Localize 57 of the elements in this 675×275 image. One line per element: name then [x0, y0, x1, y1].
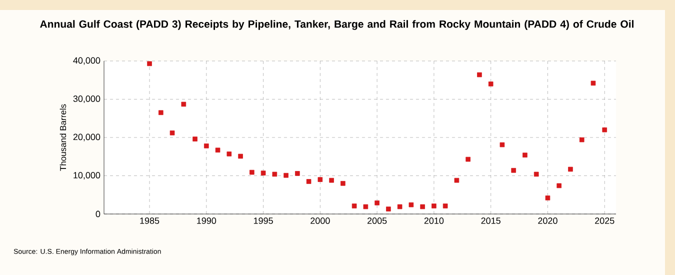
point: [192, 136, 198, 142]
point: [215, 148, 220, 153]
x-tick-label: 2015: [481, 218, 500, 224]
point: [545, 196, 550, 200]
point: [511, 168, 516, 173]
point: [477, 72, 482, 78]
point: [306, 179, 312, 184]
point: [340, 180, 346, 186]
point: [158, 110, 164, 116]
point: [374, 200, 380, 206]
x-tick-label: 1995: [254, 218, 273, 224]
point: [602, 127, 608, 132]
point: [147, 61, 152, 66]
point: [260, 170, 266, 176]
point: [500, 142, 505, 148]
x-tick-label: 2010: [424, 218, 444, 224]
point: [568, 166, 573, 172]
x-tick-label: 2005: [368, 218, 387, 224]
point: [272, 172, 278, 177]
y-axis-title: Thousand Barrels: [60, 104, 66, 171]
point: [590, 80, 596, 86]
point: [386, 206, 391, 212]
point: [250, 170, 254, 175]
point: [181, 102, 186, 107]
point: [363, 204, 368, 210]
y-tick-label: 30,000: [73, 96, 100, 103]
y-tick-label: 0: [96, 210, 100, 218]
point: [329, 178, 334, 183]
point: [534, 172, 539, 177]
y-tick-label: 10,000: [74, 172, 100, 180]
point: [466, 156, 470, 162]
point: [408, 202, 414, 208]
point: [352, 204, 357, 208]
point: [522, 152, 528, 158]
point: [226, 152, 232, 156]
point: [556, 183, 562, 188]
point: [488, 82, 494, 86]
point: [579, 137, 584, 142]
point: [295, 171, 300, 176]
y-tick-label: 20,000: [73, 134, 100, 142]
point: [318, 177, 323, 182]
point: [238, 154, 243, 159]
point: [442, 204, 448, 208]
point: [204, 144, 209, 148]
chart-title: Annual Gulf Coast (PADD 3) Receipts by Pipeline, Tanker, Barge and Rail from Rocky Mountain (PADD 4) of Crude Oil: [40, 20, 634, 30]
x-tick-label: 2000: [310, 218, 330, 224]
point: [454, 178, 460, 183]
x-tick-label: 1990: [197, 218, 216, 224]
point: [170, 130, 175, 136]
point: [284, 172, 288, 178]
point: [432, 204, 436, 208]
x-tick-label: 1985: [140, 218, 160, 224]
x-tick-label: 2025: [595, 218, 614, 224]
point: [397, 204, 402, 210]
x-tick-label: 2020: [538, 218, 558, 224]
point: [420, 204, 425, 210]
y-tick-label: 40,000: [73, 57, 100, 65]
